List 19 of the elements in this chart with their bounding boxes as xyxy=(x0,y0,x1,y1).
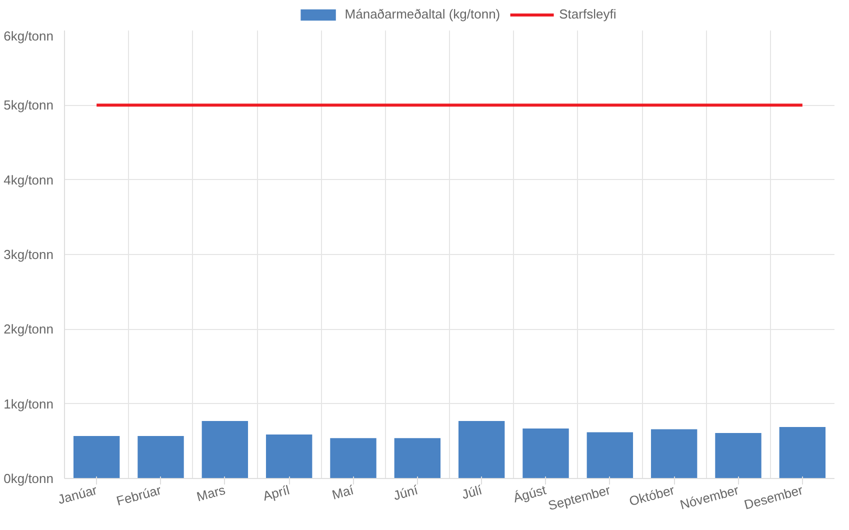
x-tick-label: Október xyxy=(627,482,677,509)
x-tick-label: Maí xyxy=(330,482,356,502)
legend-label: Mánaðarmeðaltal (kg/tonn) xyxy=(344,6,500,22)
x-tick-label: Júní xyxy=(392,482,420,504)
y-tick-label: 6kg/tonn xyxy=(4,28,54,44)
y-tick-label: 2kg/tonn xyxy=(4,322,54,337)
x-tick-label: Febrúar xyxy=(114,482,164,509)
x-tick-label: Ágúst xyxy=(512,482,548,506)
x-tick-label: Mars xyxy=(195,482,228,504)
y-tick-label: 0kg/tonn xyxy=(4,471,54,486)
y-tick-label: 1kg/tonn xyxy=(4,396,54,412)
x-tick-label: Janúar xyxy=(56,482,100,508)
x-tick-label: Júlí xyxy=(460,482,484,502)
x-tick-label: Apríl xyxy=(261,482,292,504)
legend-label: Starfsleyfi xyxy=(559,6,616,22)
x-tick-label: Desember xyxy=(742,482,806,512)
y-tick-label: 4kg/tonn xyxy=(4,172,54,188)
y-tick-label: 5kg/tonn xyxy=(4,98,54,113)
y-tick-label: 3kg/tonn xyxy=(4,247,54,262)
